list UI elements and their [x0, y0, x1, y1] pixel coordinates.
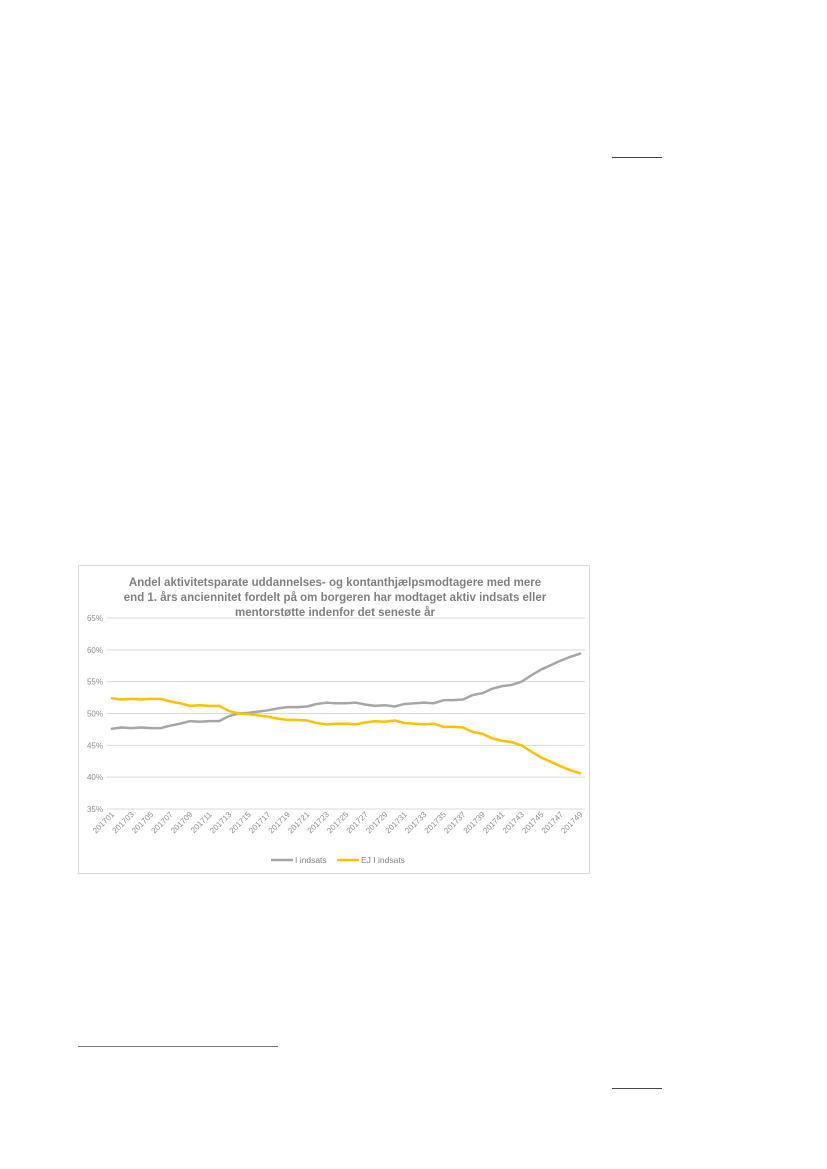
footnote-separator-rule — [78, 1046, 278, 1047]
series-lines — [110, 652, 582, 775]
line-chart: Andel aktivitetsparate uddannelses- og k… — [87, 577, 585, 865]
y-tick-label: 55% — [87, 678, 103, 687]
y-axis-tick-labels: 35% 40% 45% 50% 55% 60% 65% — [87, 614, 103, 814]
chart-container: Andel aktivitetsparate uddannelses- og k… — [78, 565, 590, 874]
chart-title-line-2: end 1. års anciennitet fordelt på om bor… — [124, 592, 547, 604]
y-tick-label: 65% — [87, 614, 103, 623]
y-tick-label: 40% — [87, 773, 103, 782]
chart-title-line-3: mentorstøtte indenfor det seneste år — [235, 607, 436, 619]
series-line-ej-i-indsats — [110, 696, 582, 775]
page-header-rule — [612, 157, 662, 158]
chart-title-line-1: Andel aktivitetsparate uddannelses- og k… — [129, 577, 541, 589]
gridlines — [107, 617, 585, 810]
x-axis-tick-labels: 2017012017032017052017072017092017112017… — [91, 810, 585, 836]
series-line-i-indsats — [110, 652, 582, 731]
page-footer-rule — [612, 1088, 662, 1089]
x-tick-label: 201749 — [559, 810, 585, 836]
y-tick-label: 60% — [87, 646, 103, 655]
legend-label-i-indsats: I indsats — [295, 855, 327, 865]
y-tick-label: 45% — [87, 741, 103, 750]
y-tick-label: 50% — [87, 710, 103, 719]
legend-label-ej-i-indsats: EJ I indsats — [361, 855, 405, 865]
legend: I indsats EJ I indsats — [271, 855, 405, 865]
y-tick-label: 35% — [87, 805, 103, 814]
